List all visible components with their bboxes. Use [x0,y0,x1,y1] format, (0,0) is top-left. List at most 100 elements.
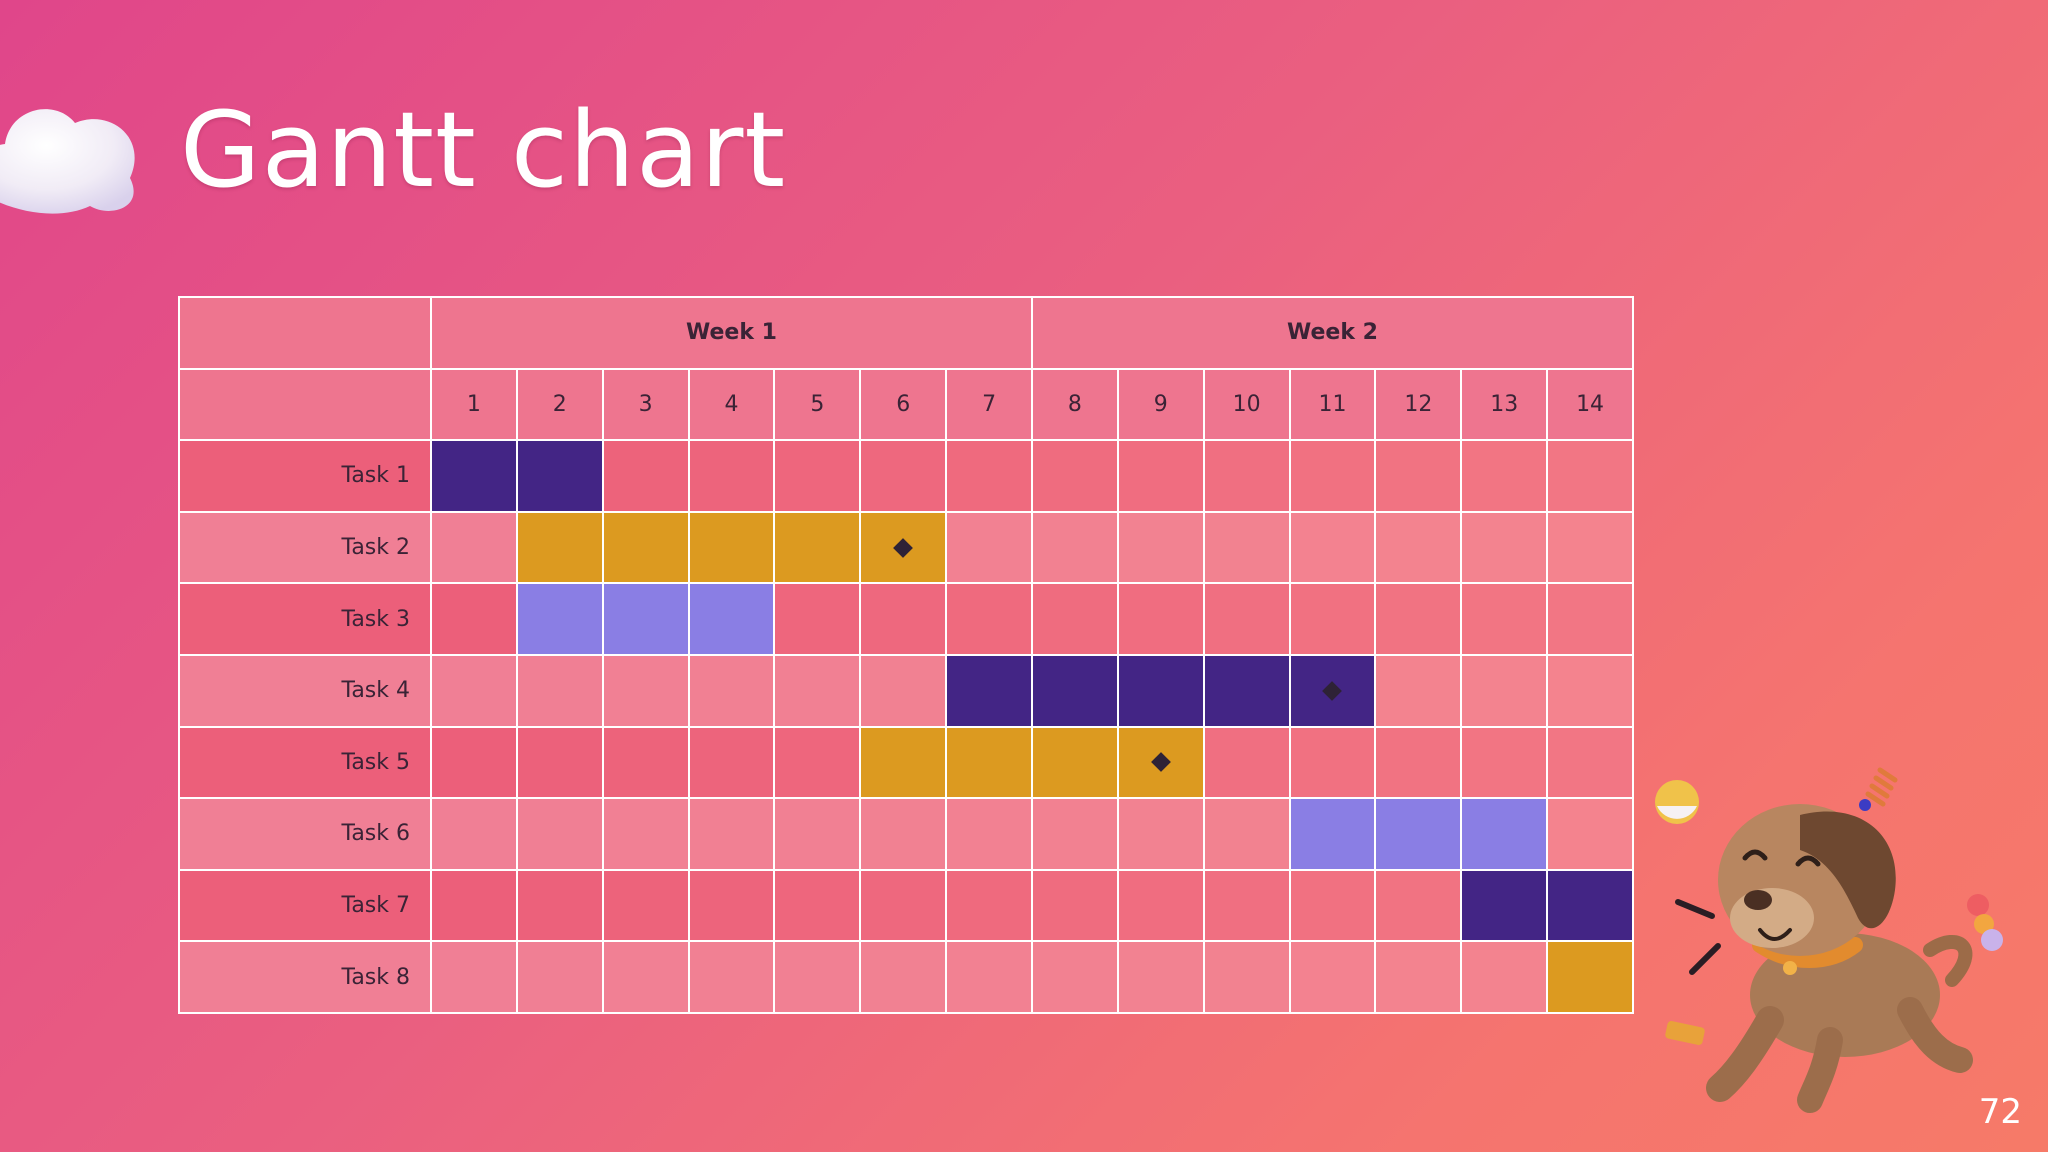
gantt-bar-cell [1032,727,1117,798]
task-label: Task 5 [180,727,430,798]
gantt-bar-cell [517,512,602,583]
day-header: 3 [603,369,688,440]
milestone-diamond-icon [893,537,914,558]
gantt-cell [432,870,516,941]
day-header: 2 [517,369,602,440]
gantt-cell [1032,799,1117,869]
gantt-cell [1118,942,1203,1012]
gantt-bar-cell [1290,799,1375,869]
gantt-cell [1032,870,1117,941]
gantt-cell [775,441,860,511]
gantt-cell [603,799,688,869]
gantt-bar-cell [1118,727,1203,798]
gantt-cell [1204,727,1289,798]
gantt-bar-cell [1118,655,1203,726]
page-title: Gantt chart [180,89,787,211]
gantt-cell [861,584,946,654]
gantt-cell [1548,512,1632,583]
gantt-cell [775,799,860,869]
gantt-cell [861,655,946,726]
page-number: 72 [1978,1092,2022,1132]
gantt-cell [1548,799,1632,869]
gantt-cell [1462,727,1547,798]
gantt-chart: Week 1 Week 2 1 2 3 4 5 6 7 8 9 10 11 12 13 14 Task 1 Tas… [178,296,1634,1014]
gantt-cell [947,441,1031,511]
gantt-cell [689,655,774,726]
gantt-cell [1290,870,1375,941]
gantt-cell [1548,441,1632,511]
milestone-diamond-icon [1322,680,1343,701]
day-header: 8 [1032,369,1117,440]
gantt-cell [1204,799,1289,869]
gantt-bar-cell [947,727,1031,798]
gantt-cell [432,512,516,583]
gantt-cell [689,942,774,1012]
gantt-cell [1290,727,1375,798]
header-corner-cell [180,298,430,368]
gantt-cell [1462,942,1547,1012]
gantt-cell [689,870,774,941]
gantt-cell [689,441,774,511]
day-header: 12 [1376,369,1461,440]
gantt-cell [517,942,602,1012]
gantt-cell [947,799,1031,869]
day-header: 13 [1462,369,1547,440]
gantt-bar-cell [603,584,688,654]
week-header: Week 1 [432,298,1031,368]
gantt-cell [1548,727,1632,798]
gantt-bar-cell [1290,655,1375,726]
gantt-cell [517,655,602,726]
day-header: 5 [775,369,860,440]
gantt-cell [1290,584,1375,654]
gantt-cell [1118,870,1203,941]
gantt-cell [1204,870,1289,941]
week-header: Week 2 [1032,298,1632,368]
puppy-illustration [1655,767,2003,1113]
gantt-bar-cell [1548,942,1632,1012]
gantt-cell [689,799,774,869]
gantt-cell [1204,512,1289,583]
gantt-cell [1462,512,1547,583]
task-label: Task 4 [180,655,430,726]
cloud-decoration [0,109,135,214]
gantt-cell [517,727,602,798]
day-header: 11 [1290,369,1375,440]
gantt-cell [1376,942,1461,1012]
gantt-cell [603,727,688,798]
gantt-cell [1290,942,1375,1012]
gantt-bar-cell [861,512,946,583]
day-header: 1 [432,369,516,440]
task-label: Task 6 [180,799,430,869]
day-header: 9 [1118,369,1203,440]
gantt-bar-cell [432,441,516,511]
gantt-bar-cell [947,655,1031,726]
day-header: 14 [1548,369,1632,440]
gantt-cell [1118,799,1203,869]
gantt-cell [432,942,516,1012]
gantt-bar-cell [1376,799,1461,869]
gantt-cell [517,870,602,941]
gantt-bar-cell [517,584,602,654]
gantt-cell [1032,441,1117,511]
gantt-bar-cell [1462,870,1547,941]
gantt-cell [1204,441,1289,511]
gantt-cell [775,655,860,726]
gantt-cell [1376,441,1461,511]
day-header: 7 [947,369,1031,440]
gantt-cell [1462,584,1547,654]
gantt-cell [432,655,516,726]
task-label: Task 7 [180,870,430,941]
gantt-cell [1376,870,1461,941]
gantt-cell [1548,584,1632,654]
gantt-cell [1548,655,1632,726]
gantt-cell [603,655,688,726]
gantt-cell [1376,655,1461,726]
task-label: Task 1 [180,441,430,511]
gantt-cell [947,512,1031,583]
gantt-cell [432,584,516,654]
gantt-cell [1204,942,1289,1012]
gantt-bar-cell [1032,655,1117,726]
gantt-cell [1462,655,1547,726]
task-label: Task 3 [180,584,430,654]
gantt-cell [1290,441,1375,511]
